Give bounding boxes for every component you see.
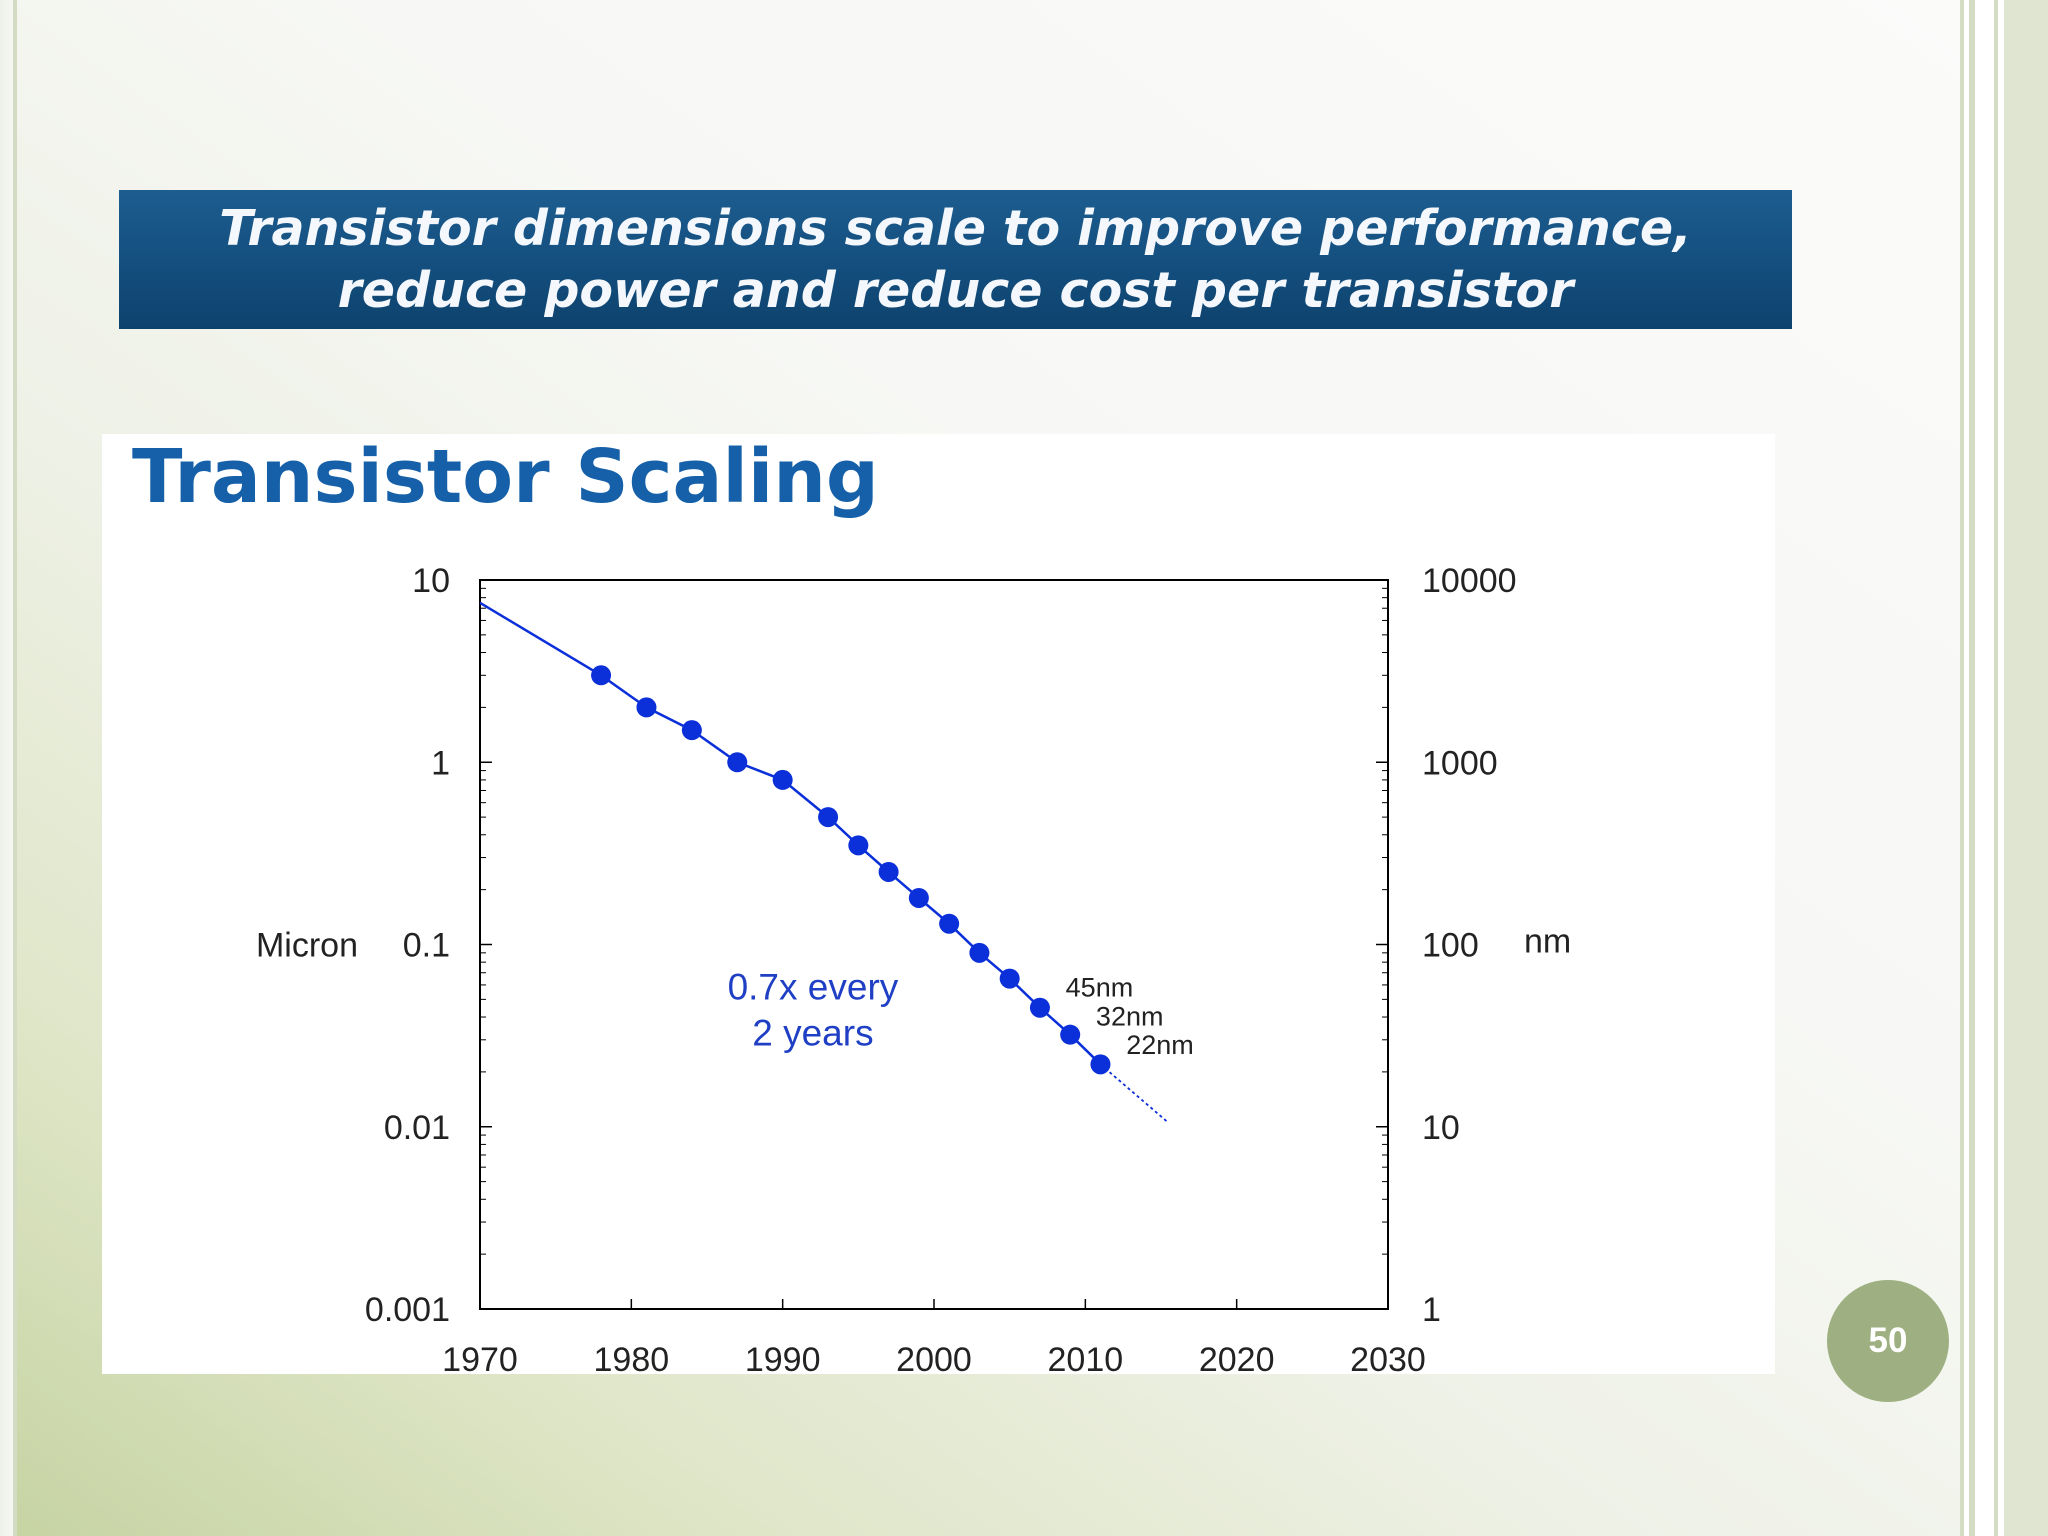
data-point (591, 665, 612, 686)
chart-card: Transistor Scaling 1970 1980 1990 2000 2010 2… (102, 434, 1775, 1379)
chart-annotation: 32nm (1096, 1001, 1164, 1031)
chart-annotation: 22nm (1126, 1030, 1194, 1060)
y-tick-label-right: 10000 (1422, 562, 1517, 600)
left-border-line (13, 0, 17, 1536)
y-tick-label-right: 1 (1422, 1291, 1441, 1329)
data-point (727, 752, 748, 773)
x-tick-label: 2010 (1048, 1341, 1124, 1374)
y-axis-label-right: nm (1524, 923, 1571, 961)
banner-line-2: reduce power and reduce cost per transis… (337, 261, 1574, 319)
trend-line (479, 601, 1102, 1066)
chart-annotation: 45nm (1066, 972, 1134, 1002)
data-point (681, 720, 702, 741)
x-tick-label: 1980 (594, 1341, 670, 1374)
chart-annotation: 0.7x every (728, 966, 899, 1007)
x-tick-label: 1990 (745, 1341, 821, 1374)
x-tick-label: 2020 (1199, 1341, 1275, 1374)
y-tick-label-right: 10 (1422, 1109, 1460, 1147)
y-axis-label-left: Micron (256, 927, 358, 965)
data-point (1090, 1054, 1111, 1075)
y-tick-label-left: 0.1 (403, 927, 450, 965)
data-point (1060, 1024, 1081, 1045)
chart-title: Transistor Scaling (132, 434, 879, 520)
right-border-line-2 (1969, 0, 1975, 1536)
data-point (908, 887, 929, 908)
projection-line (1099, 1063, 1170, 1124)
page-number-badge: 50 (1827, 1280, 1949, 1402)
y-tick-label-left: 10 (412, 562, 450, 600)
x-tick-label: 2030 (1350, 1341, 1426, 1374)
y-tick-label-right: 1000 (1422, 744, 1498, 782)
data-point (848, 835, 869, 856)
data-point (878, 861, 899, 882)
data-point (636, 697, 657, 718)
plot-area (479, 579, 1389, 1310)
data-point (939, 913, 960, 934)
x-tick-label: 2000 (896, 1341, 972, 1374)
slide-banner: Transistor dimensions scale to improve p… (119, 190, 1792, 329)
right-border-line-3 (1994, 0, 1998, 1536)
banner-line-1: Transistor dimensions scale to improve p… (219, 199, 1692, 257)
right-border-panel (1960, 0, 2048, 1536)
right-border-line-1 (1960, 0, 1964, 1536)
transistor-scaling-chart: 1970 1980 1990 2000 2010 2020 2030 10 1 0.1 0.01 0… (256, 562, 1571, 1379)
y-tick-label-left: 1 (431, 744, 450, 782)
chart-annotation: 2 years (752, 1012, 873, 1053)
right-border-strip (2004, 0, 2048, 1536)
y-tick-label-right: 100 (1422, 927, 1479, 965)
x-tick-label: 1970 (442, 1341, 518, 1374)
left-border-panel (0, 0, 13, 1536)
page-number: 50 (1868, 1321, 1908, 1360)
data-point (969, 942, 990, 963)
data-point (818, 807, 839, 828)
data-point (1029, 997, 1050, 1018)
y-tick-label-left: 0.001 (365, 1291, 450, 1329)
data-point (999, 968, 1020, 989)
data-point (772, 769, 793, 790)
y-tick-label-left: 0.01 (384, 1109, 450, 1147)
